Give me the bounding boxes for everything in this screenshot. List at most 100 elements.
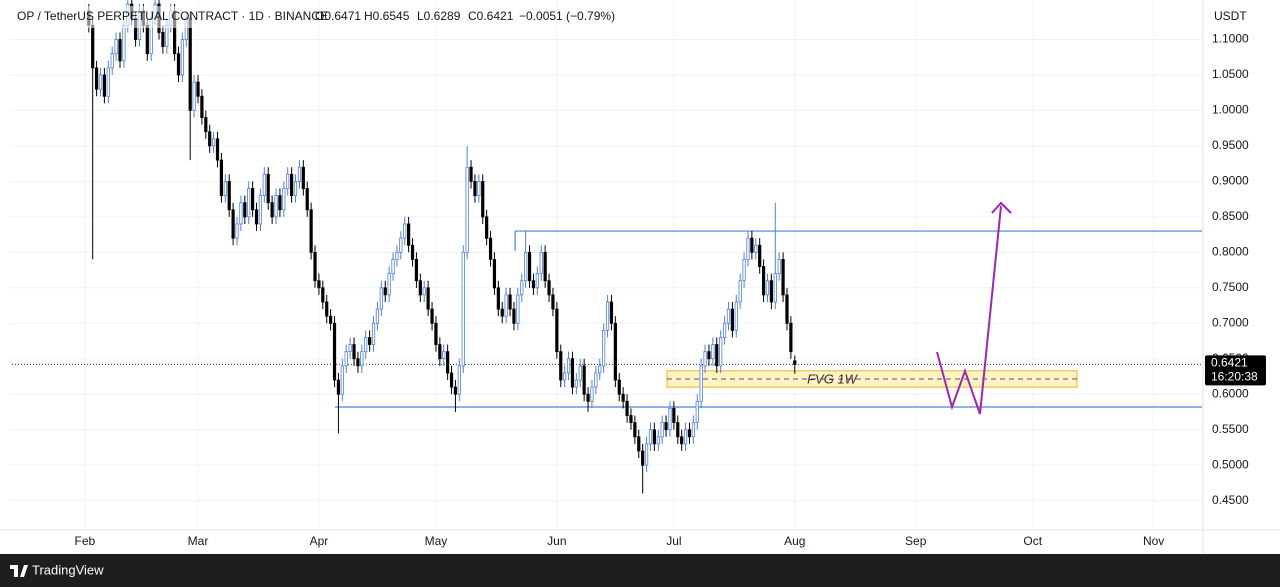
candle-body [609, 301, 614, 324]
header-backdrop [10, 6, 620, 28]
candle-body [570, 358, 575, 388]
fvg-label: FVG 1W [807, 371, 859, 386]
candle-body [188, 17, 192, 111]
candle-body [680, 436, 684, 445]
candle-body [336, 379, 341, 395]
candle-body [391, 259, 395, 275]
x-tick-label: Aug [784, 534, 805, 548]
countdown-label: 16:20:38 [1211, 370, 1258, 384]
candle-body [512, 308, 516, 324]
x-tick-label: Sep [905, 534, 927, 548]
candle-body [664, 422, 668, 431]
projection-arrowhead [991, 201, 1012, 214]
candle-body [340, 365, 344, 395]
candle-body [465, 166, 469, 253]
y-tick-label: 0.9500 [1212, 138, 1249, 152]
candle-body [543, 251, 547, 282]
candle-body [297, 166, 302, 182]
candle-body [781, 259, 785, 296]
candle-body [192, 81, 196, 111]
y-tick-label: 0.6000 [1212, 386, 1249, 400]
candle-body [364, 337, 368, 353]
candle-body [613, 322, 617, 381]
candle-body [321, 287, 325, 303]
y-tick-label: 0.7000 [1212, 315, 1249, 329]
candle-body [387, 273, 391, 296]
candle-body [761, 266, 766, 296]
x-tick-label: Jul [666, 534, 681, 548]
candle-body [492, 259, 497, 289]
candle-body [325, 301, 329, 317]
candle-body [410, 244, 415, 260]
candle-body [722, 322, 727, 338]
candle-body [344, 351, 348, 367]
candle-body [290, 173, 294, 196]
candle-body [305, 188, 309, 211]
candle-body [758, 244, 762, 267]
candle-body [602, 329, 606, 367]
candle-body [637, 436, 641, 452]
candle-body [559, 351, 563, 381]
y-tick-label: 0.5000 [1212, 457, 1249, 471]
candle-body [750, 237, 754, 253]
candle-body [403, 223, 407, 239]
candle-body [352, 344, 356, 360]
candle-body [683, 429, 688, 445]
candle-body [563, 372, 567, 381]
candle-body [106, 67, 110, 97]
candle-body [617, 379, 621, 395]
y-tick-label: 0.4500 [1212, 493, 1249, 507]
candle-body [145, 24, 149, 55]
candle-body [200, 95, 204, 118]
candle-body [703, 351, 707, 367]
candle-body [399, 237, 403, 253]
candle-body [91, 24, 95, 69]
candle-body [754, 244, 758, 253]
candle-body [215, 138, 220, 161]
candle-body [329, 315, 333, 324]
candle-body [356, 358, 360, 367]
candle-body [574, 379, 578, 388]
candle-body [598, 365, 602, 374]
candle-body [719, 337, 723, 367]
candle-body [769, 280, 773, 303]
high-label: H0.6545 [364, 9, 410, 23]
candle-body [118, 39, 122, 62]
brand-label: TradingView [32, 562, 104, 577]
candle-body [360, 351, 364, 367]
candle-body [223, 180, 227, 196]
candle-body [176, 53, 181, 76]
low-label: L0.6289 [417, 9, 461, 23]
footer-bar [0, 554, 1280, 587]
candle-body [379, 287, 383, 310]
candle-body [102, 74, 107, 97]
candle-body [594, 372, 598, 388]
candle-body [282, 188, 286, 211]
candle-body [239, 202, 243, 225]
candle-body [508, 294, 512, 310]
candle-body [110, 53, 114, 69]
candle-body [726, 308, 731, 324]
projection-path [936, 205, 1002, 415]
candle-body [582, 365, 586, 395]
candle-body [555, 308, 559, 353]
candle-body [375, 308, 380, 324]
candle-body [94, 67, 99, 90]
candle-body [414, 259, 419, 282]
candle-body [672, 408, 676, 423]
x-tick-label: Mar [188, 534, 209, 548]
candle-body [278, 195, 282, 211]
candle-body [270, 202, 274, 218]
candle-body [442, 351, 446, 360]
candle-body [578, 365, 582, 381]
candle-body [247, 188, 251, 218]
candle-body [676, 422, 680, 438]
brand-logo [10, 565, 28, 577]
y-tick-label: 0.7500 [1212, 280, 1249, 294]
candle-body [407, 223, 411, 246]
candle-body [668, 408, 672, 431]
candle-body [496, 287, 500, 310]
close-label: C0.6421 [468, 9, 514, 23]
candle-body [426, 287, 430, 310]
